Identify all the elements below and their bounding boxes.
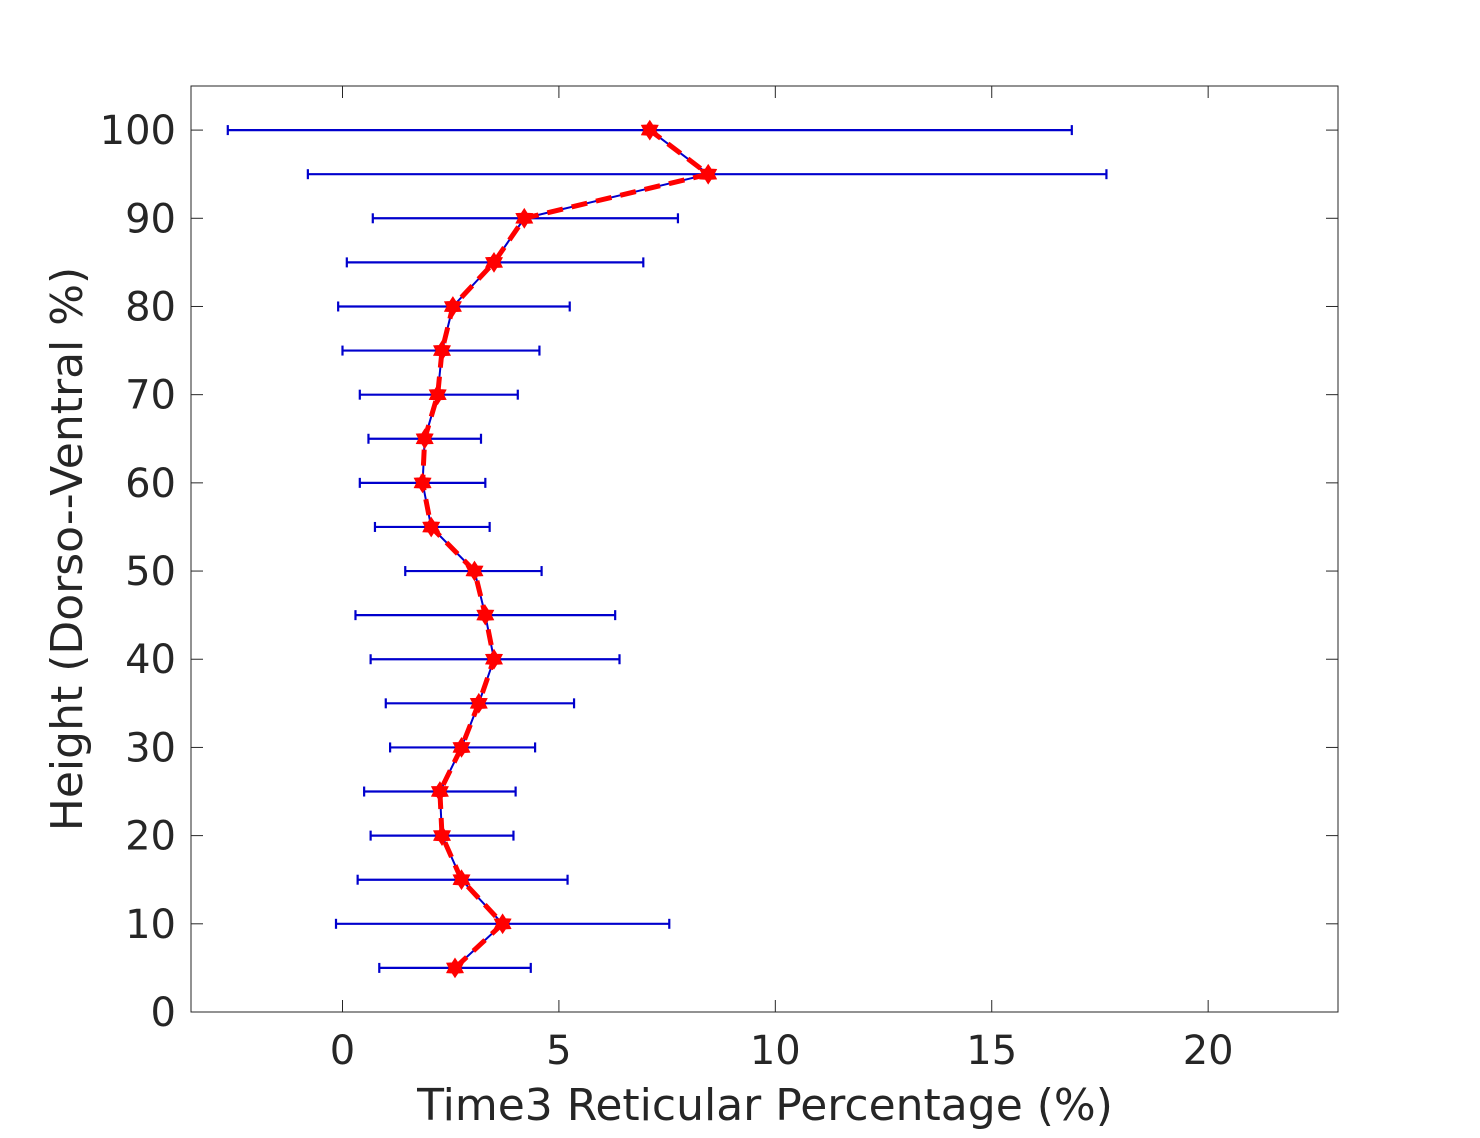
data-markers [413, 119, 718, 979]
data-point-marker [430, 781, 449, 802]
y-tick-label: 0 [151, 990, 176, 1036]
y-tick-label: 70 [125, 373, 176, 419]
data-point-marker [484, 252, 504, 273]
data-point-marker [493, 913, 512, 935]
y-tick-label: 30 [125, 725, 176, 771]
data-point-marker [476, 604, 495, 626]
data-point-marker [484, 648, 504, 670]
y-tick-labels: 0 10 20 30 40 50 60 70 80 90 100 [100, 108, 176, 1036]
y-tick-label: 20 [125, 814, 176, 860]
y-tick-label: 60 [125, 461, 176, 507]
data-point-marker [428, 384, 447, 406]
x-tick-label: 20 [1183, 1028, 1234, 1074]
y-tick-label: 50 [125, 549, 176, 595]
y-tick-label: 40 [125, 637, 176, 683]
axis-ticks [191, 86, 1338, 1013]
x-tick-label: 0 [330, 1028, 355, 1074]
x-tick-labels: 0 5 10 15 20 [330, 1028, 1234, 1074]
y-tick-label: 100 [100, 108, 176, 154]
data-point-marker [452, 869, 471, 891]
data-point-marker [699, 163, 718, 185]
data-point-marker [465, 560, 484, 582]
y-tick-label: 90 [125, 196, 176, 242]
data-point-marker [415, 428, 434, 450]
x-axis-label: Time3 Reticular Percentage (%) [416, 1080, 1113, 1131]
data-point-marker [452, 737, 471, 758]
data-point-marker [413, 472, 432, 494]
data-point-marker [443, 296, 462, 317]
x-tick-label: 10 [750, 1028, 801, 1074]
axes-box [190, 85, 1339, 1013]
data-point-marker [515, 207, 534, 229]
x-tick-label: 5 [546, 1028, 571, 1074]
data-point-marker [432, 340, 452, 361]
data-point-marker [469, 692, 488, 714]
data-point-marker [422, 516, 441, 538]
y-axis-label: Height (Dorso--Ventral %) [42, 267, 93, 831]
plot-area [191, 86, 1338, 1012]
data-point-marker [432, 825, 452, 846]
data-point-marker [446, 957, 464, 979]
x-tick-label: 15 [966, 1028, 1017, 1074]
y-tick-label: 80 [125, 284, 176, 330]
data-point-marker [640, 119, 659, 141]
y-tick-label: 10 [125, 902, 176, 948]
